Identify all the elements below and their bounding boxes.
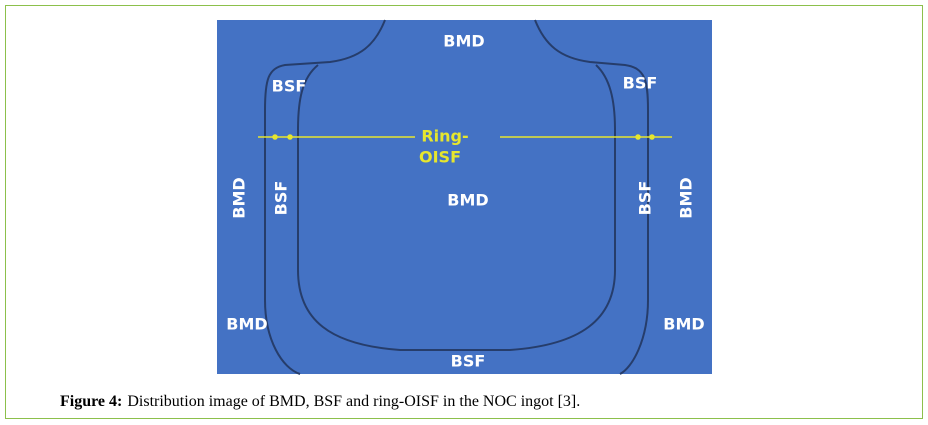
region-label: BMD (230, 177, 249, 218)
ingot-image (217, 20, 712, 374)
region-label: BSF (451, 352, 486, 371)
region-label: Ring- (421, 127, 468, 146)
region-label: OISF (419, 148, 461, 167)
region-label: BMD (443, 32, 484, 51)
region-label: BSF (272, 181, 291, 216)
caption-text: Distribution image of BMD, BSF and ring-… (127, 393, 580, 410)
region-label: BMD (226, 315, 267, 334)
ring-oisf-markers (258, 134, 672, 140)
region-label: BSF (272, 77, 307, 96)
region-label: BMD (663, 315, 704, 334)
figure-frame (5, 5, 923, 419)
caption-label: Figure 4: (60, 393, 122, 410)
region-label: BMD (447, 191, 488, 210)
region-label: BSF (623, 74, 658, 93)
region-label: BMD (677, 177, 696, 218)
caption: Figure 4: Distribution image of BMD, BSF … (60, 393, 580, 410)
region-label: BSF (636, 181, 655, 216)
region-boundaries (264, 19, 649, 375)
